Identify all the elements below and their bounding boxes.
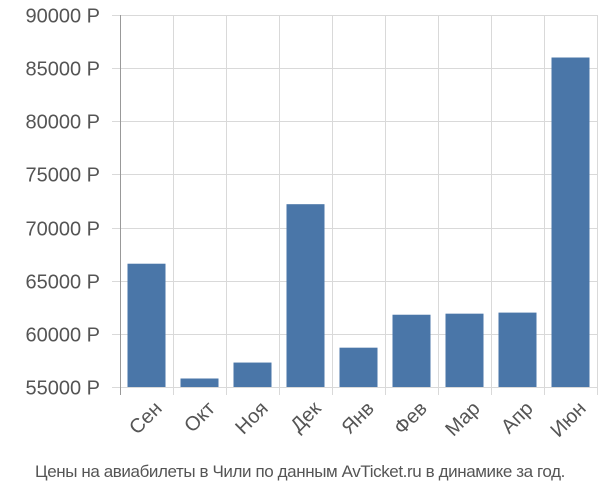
bar	[233, 362, 272, 387]
x-tick-label: Янв	[338, 398, 379, 439]
y-tick-label: 55000 Р	[25, 378, 100, 400]
grid-lines	[112, 15, 598, 395]
y-tick-label: 90000 Р	[25, 6, 100, 28]
bar	[445, 313, 484, 387]
x-tick-label: Ноя	[231, 398, 272, 439]
x-tick-label: Дек	[286, 397, 325, 436]
bar	[180, 378, 219, 387]
x-tick-label: Июн	[547, 398, 591, 442]
y-tick-label: 85000 Р	[25, 59, 100, 81]
chart-caption: Цены на авиабилеты в Чили по данным AvTi…	[35, 462, 565, 481]
y-tick-label: 60000 Р	[25, 325, 100, 347]
x-tick-label: Апр	[497, 398, 538, 439]
x-tick-label: Фев	[390, 398, 432, 440]
bar	[339, 347, 378, 387]
y-tick-label: 70000 Р	[25, 219, 100, 241]
y-tick-label: 75000 Р	[25, 165, 100, 187]
bars	[127, 57, 590, 388]
bar	[392, 314, 431, 387]
bar	[286, 204, 325, 387]
bar	[551, 57, 590, 388]
y-tick-labels: 55000 Р 60000 Р 65000 Р 70000 Р 75000 Р 80000…	[25, 6, 100, 400]
x-tick-label: Мар	[441, 398, 484, 441]
x-tick-label: Сен	[125, 398, 166, 439]
y-tick-label: 65000 Р	[25, 272, 100, 294]
x-tick-label: Окт	[180, 398, 219, 437]
bar	[498, 312, 537, 387]
y-tick-label: 80000 Р	[25, 112, 100, 134]
bar	[127, 263, 166, 387]
x-tick-labels: Сен Окт Ноя Дек Янв Фев Мар Апр Июн	[125, 397, 590, 441]
